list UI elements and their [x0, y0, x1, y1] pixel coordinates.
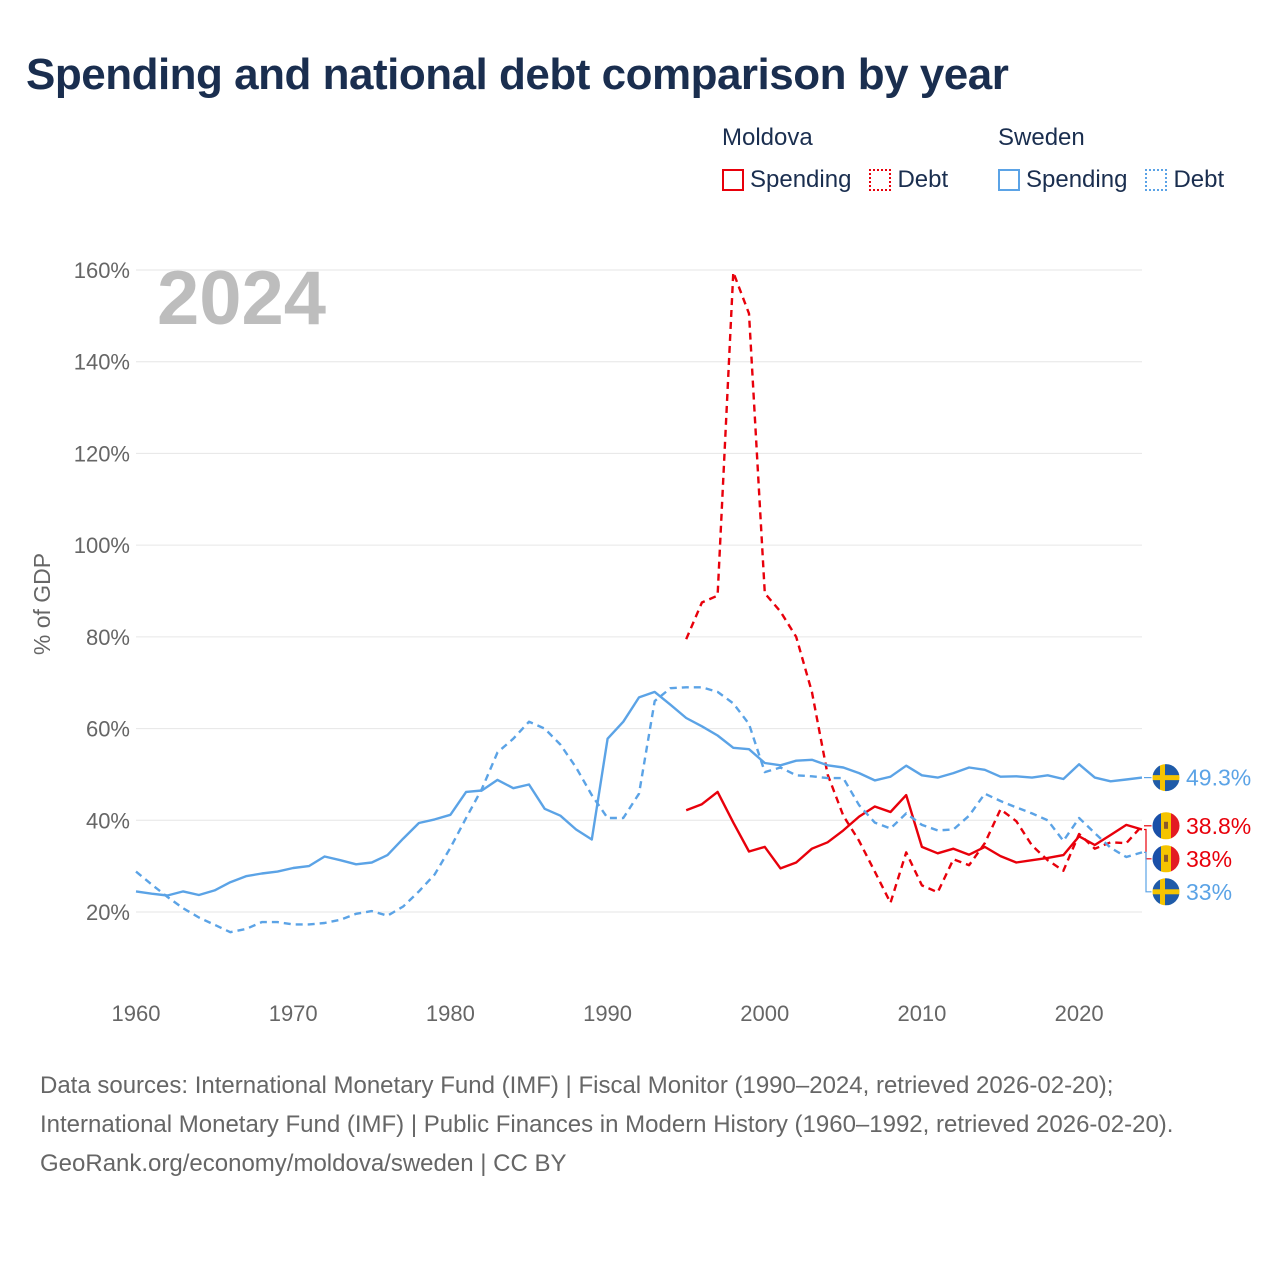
sweden-flag-icon [1152, 763, 1180, 792]
y-tick-label: 140% [74, 350, 130, 375]
y-tick-label: 60% [86, 717, 130, 742]
sweden-flag-icon [1152, 877, 1180, 906]
credit-link[interactable]: GeoRank.org/economy/moldova/sweden | CC … [40, 1150, 567, 1177]
legend-label: Debt [1173, 166, 1225, 193]
end-labels: 49.3% 38.8% 38% 33% [1144, 763, 1251, 907]
flag-badge-ring [1151, 877, 1181, 907]
x-tick-label: 2000 [740, 1001, 789, 1026]
x-tick-label: 2010 [897, 1001, 946, 1026]
sweden-spending-end-label: 49.3% [1144, 763, 1251, 793]
legend-sweden-debt[interactable]: Debt [1145, 166, 1224, 194]
leader-line [1144, 828, 1152, 860]
data-sources: Data sources: International Monetary Fun… [40, 1072, 1174, 1138]
x-tick-label: 1990 [583, 1001, 632, 1026]
y-tick-label: 20% [86, 900, 130, 925]
legend-swatch-solid [998, 169, 1020, 191]
footer: Data sources: International Monetary Fun… [40, 1066, 1240, 1183]
leader-line [1144, 851, 1152, 893]
y-tick-label: 40% [86, 808, 130, 833]
legend-label: Debt [897, 166, 949, 193]
y-tick-label: 100% [74, 533, 130, 558]
legend-swatch-solid [722, 169, 744, 191]
chart-title: Spending and national debt comparison by… [26, 50, 1009, 99]
legend-swatch-dotted [1145, 169, 1168, 191]
moldova-debt-line[interactable] [685, 271, 1143, 904]
legend-label: Spending [1026, 166, 1128, 193]
axis-labels: 20% 40% 60% 80% 100% 120% 140% 160% 1960 1970 1980… [74, 258, 1104, 1026]
y-axis-label: % of GDP [29, 553, 55, 655]
legend-swatch-dotted [869, 169, 892, 191]
sweden-debt-end-label: 33% [1144, 851, 1232, 907]
year-watermark: 2024 [157, 256, 326, 341]
end-value-label: 38.8% [1186, 813, 1251, 839]
legend-country-moldova: Moldova [722, 124, 813, 151]
moldova-spending-line[interactable] [685, 790, 1143, 870]
x-tick-label: 1960 [112, 1001, 161, 1026]
flag-badge-ring [1151, 763, 1181, 793]
y-tick-label: 80% [86, 625, 130, 650]
end-value-label: 33% [1186, 879, 1232, 905]
gridlines [136, 269, 1142, 913]
chart-plot: 20% 40% 60% 80% 100% 120% 140% 160% 1960 1970 1980… [29, 256, 1251, 1026]
sweden-debt-line[interactable] [135, 686, 1143, 934]
legend-country-sweden: Sweden [998, 124, 1085, 151]
x-tick-label: 1970 [269, 1001, 318, 1026]
legend-sweden: Sweden Spending Debt [998, 124, 1224, 194]
legend-sweden-spending[interactable]: Spending [998, 166, 1127, 194]
moldova-flag-icon [1152, 811, 1180, 840]
x-tick-label: 2020 [1055, 1001, 1104, 1026]
legend-moldova: Moldova Spending Debt [722, 124, 948, 194]
flag-badge-ring [1151, 844, 1181, 874]
sweden-spending-line[interactable] [135, 690, 1143, 897]
flag-badge-ring [1151, 811, 1181, 841]
series-lines [135, 271, 1143, 934]
end-value-label: 49.3% [1186, 765, 1251, 791]
y-tick-label: 120% [74, 441, 130, 466]
moldova-flag-icon [1152, 844, 1180, 873]
legend-moldova-debt[interactable]: Debt [869, 166, 948, 194]
legend-label: Spending [750, 166, 852, 193]
y-tick-label: 160% [74, 258, 130, 283]
end-value-label: 38% [1186, 846, 1232, 872]
legend-moldova-spending[interactable]: Spending [722, 166, 851, 194]
moldova-spending-end-label: 38% [1144, 828, 1232, 874]
moldova-debt-end-label: 38.8% [1144, 811, 1251, 841]
x-tick-label: 1980 [426, 1001, 475, 1026]
